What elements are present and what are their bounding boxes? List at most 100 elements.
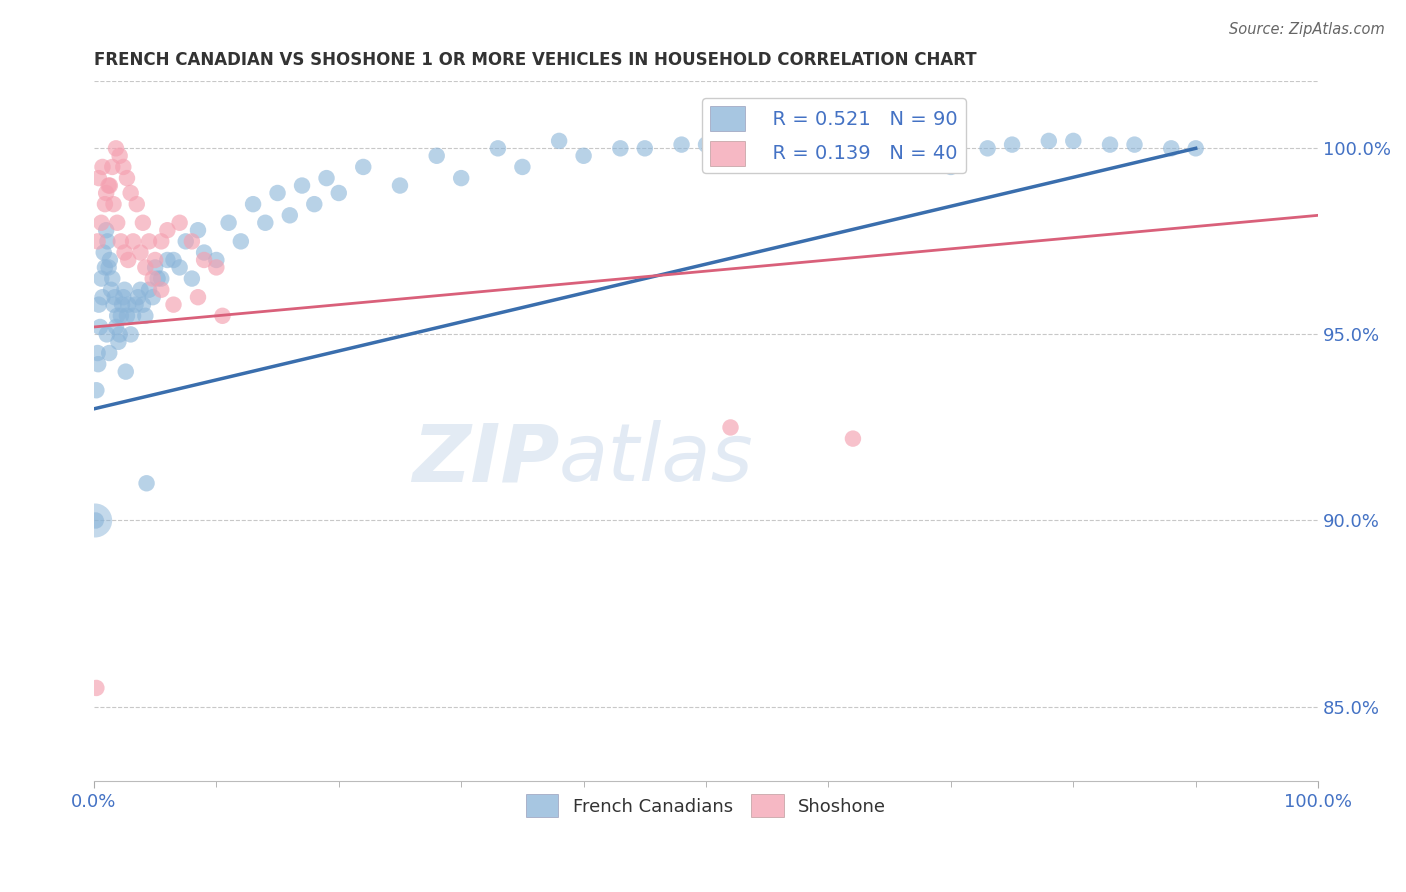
Point [193,245,215,260]
Point [107,334,129,349]
Point [110,309,132,323]
Point [142,271,165,285]
Point [793,141,815,155]
Point [205,260,228,275]
Point [94,197,117,211]
Point [304,197,326,211]
Point [84,514,107,528]
Point [101,160,124,174]
Point [103,197,125,211]
Point [976,141,998,155]
Point [156,223,179,237]
Point [122,235,145,249]
Point [93,245,115,260]
Point [87,298,110,312]
Point [129,283,152,297]
Point [939,160,962,174]
Point [86,235,108,249]
Point [98,346,121,360]
Point [89,320,111,334]
Point [134,260,156,275]
Point [187,223,209,237]
Point [254,216,277,230]
Point [86,346,108,360]
Point [169,216,191,230]
Point [96,235,118,249]
Point [87,357,110,371]
Point [96,223,118,237]
Point [127,290,149,304]
Point [817,149,839,163]
Point [110,235,132,249]
Legend: French Canadians, Shoshone: French Canadians, Shoshone [519,787,893,824]
Point [132,216,155,230]
Point [879,134,901,148]
Point [731,137,754,152]
Point [129,245,152,260]
Point [138,283,160,297]
Point [98,252,121,267]
Point [97,260,120,275]
Point [115,171,138,186]
Point [352,160,374,174]
Point [146,271,169,285]
Point [842,432,865,446]
Text: FRENCH CANADIAN VS SHOSHONE 1 OR MORE VEHICLES IN HOUSEHOLD CORRELATION CHART: FRENCH CANADIAN VS SHOSHONE 1 OR MORE VE… [94,51,977,69]
Point [180,235,202,249]
Point [218,216,240,230]
Point [756,141,779,155]
Point [193,252,215,267]
Point [90,216,112,230]
Point [315,171,337,186]
Point [266,186,288,200]
Point [97,178,120,193]
Point [132,298,155,312]
Point [169,260,191,275]
Point [142,290,165,304]
Point [162,298,184,312]
Point [915,137,938,152]
Point [388,178,411,193]
Point [486,141,509,155]
Point [156,252,179,267]
Point [101,271,124,285]
Point [1038,134,1060,148]
Point [1062,134,1084,148]
Text: ZIP: ZIP [412,420,560,498]
Point [426,149,449,163]
Point [104,141,127,155]
Point [1160,141,1182,155]
Point [86,383,108,397]
Point [86,681,108,695]
Point [96,186,118,200]
Point [211,309,233,323]
Point [104,320,127,334]
Point [328,186,350,200]
Point [162,252,184,267]
Point [114,283,136,297]
Point [695,137,717,152]
Point [143,260,166,275]
Point [187,290,209,304]
Point [1001,137,1024,152]
Point [90,271,112,285]
Point [104,290,127,304]
Point [87,171,110,186]
Point [108,327,131,342]
Point [150,271,173,285]
Point [1098,137,1121,152]
Point [548,134,571,148]
Point [1184,141,1206,155]
Point [291,178,314,193]
Point [112,290,135,304]
Point [138,235,160,249]
Point [117,298,139,312]
Point [572,149,595,163]
Point [98,178,121,193]
Point [112,160,135,174]
Point [105,216,128,230]
Point [100,283,122,297]
Point [124,298,146,312]
Point [114,365,136,379]
Point [242,197,264,211]
